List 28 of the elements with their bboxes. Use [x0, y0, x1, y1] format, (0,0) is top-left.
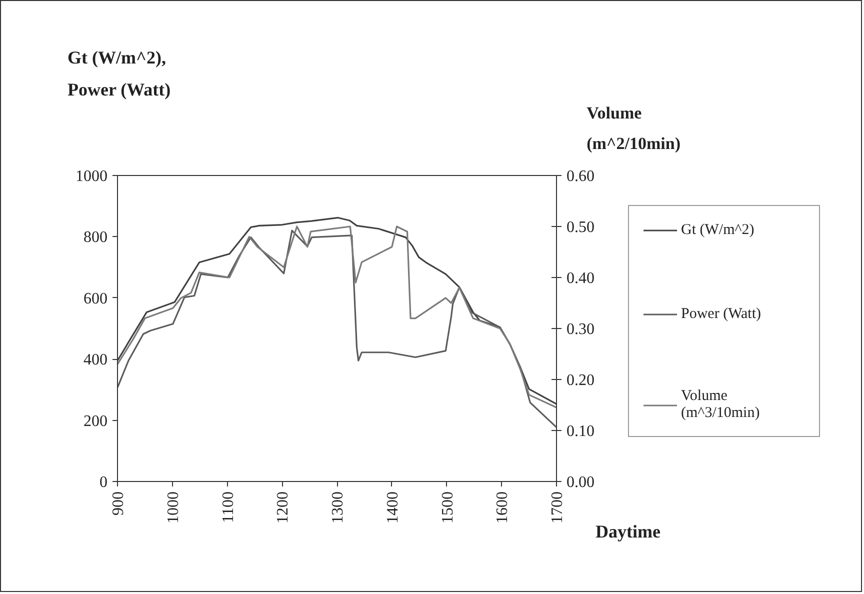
- y-tick-label: 800: [84, 229, 108, 246]
- x-tick-label: 1300: [330, 492, 346, 524]
- x-tick-label: 1100: [220, 492, 237, 523]
- y2-axis-title: Volume (m^2/10min): [586, 104, 681, 153]
- y-tick-label: 600: [84, 290, 108, 308]
- x-tick-label: 1200: [274, 492, 292, 524]
- y-tick-label: 400: [84, 352, 108, 369]
- x-tick-label: 1400: [384, 492, 402, 524]
- y2-tick-label: 0.20: [566, 372, 594, 389]
- x-tick-label: 1500: [439, 492, 456, 524]
- y-axis-title: Gt (W/m^2), Power (Watt): [68, 48, 171, 100]
- y2-tick-label: 0.40: [566, 270, 594, 287]
- legend-label: Power (Watt): [681, 306, 762, 322]
- y2-tick-label: 0.30: [566, 321, 594, 338]
- x-tick-label: 1600: [494, 492, 512, 524]
- y2-tick-label: 0.60: [566, 168, 594, 185]
- y-tick-label: 200: [84, 412, 108, 430]
- y-tick-label: 1000: [76, 168, 108, 185]
- y-tick-label: 0: [100, 474, 108, 491]
- y2-tick-label: 0.00: [566, 474, 594, 491]
- x-tick-label: 1000: [164, 492, 182, 524]
- x-axis-title: Daytime: [596, 522, 661, 542]
- x-tick-label: 900: [110, 492, 127, 516]
- y2-tick-label: 0.50: [566, 219, 594, 236]
- x-tick-label: 1700: [549, 492, 566, 524]
- y2-tick-label: 0.10: [566, 423, 594, 440]
- legend-label: Gt (W/m^2): [681, 222, 756, 238]
- legend-label: Volume (m^3/10min): [681, 388, 761, 422]
